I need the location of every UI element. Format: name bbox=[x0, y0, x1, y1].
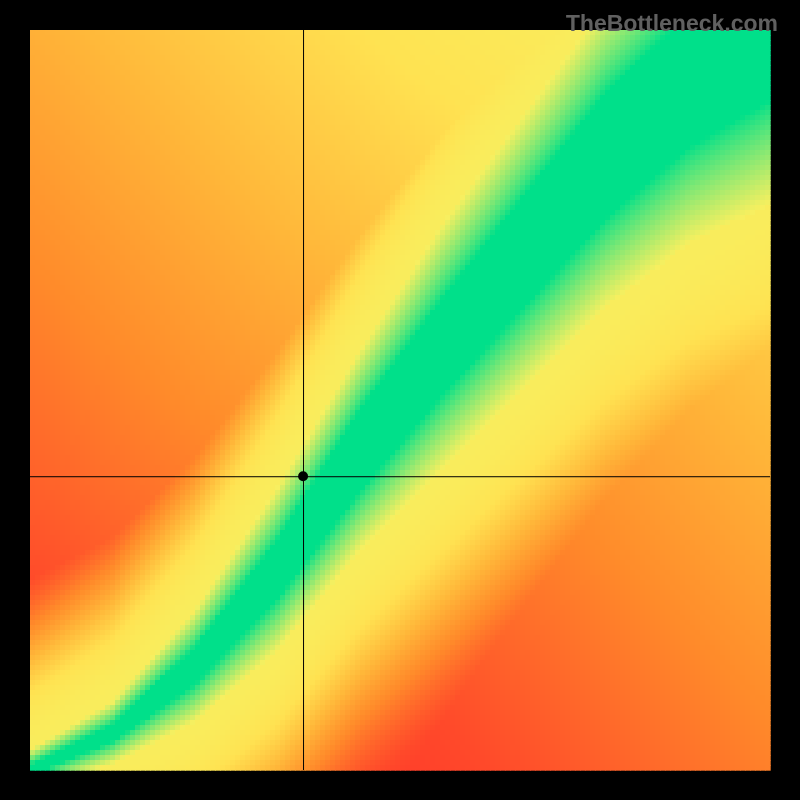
bottleneck-heatmap bbox=[0, 0, 800, 800]
chart-container: TheBottleneck.com bbox=[0, 0, 800, 800]
